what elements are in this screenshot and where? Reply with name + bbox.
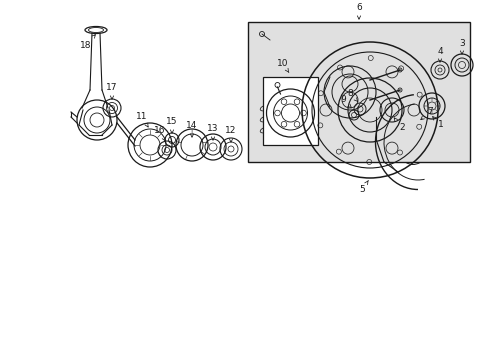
Text: 18: 18 <box>80 35 95 49</box>
Text: 12: 12 <box>225 126 236 142</box>
Text: 4: 4 <box>436 46 442 62</box>
Text: 5: 5 <box>358 180 367 194</box>
Text: 3: 3 <box>458 39 464 54</box>
Bar <box>247 22 469 162</box>
Text: 11: 11 <box>136 112 148 127</box>
Text: 16: 16 <box>154 126 165 141</box>
Bar <box>263 77 317 145</box>
Text: 14: 14 <box>186 121 197 137</box>
Text: 10: 10 <box>276 58 288 73</box>
Text: 1: 1 <box>432 117 443 130</box>
Text: 15: 15 <box>166 117 177 133</box>
Text: 9: 9 <box>340 95 350 108</box>
Text: 17: 17 <box>106 84 118 99</box>
Text: 6: 6 <box>355 4 361 19</box>
Text: 13: 13 <box>207 125 218 140</box>
Text: 7: 7 <box>420 108 432 120</box>
Text: 2: 2 <box>393 118 404 132</box>
Text: 8: 8 <box>346 89 357 102</box>
